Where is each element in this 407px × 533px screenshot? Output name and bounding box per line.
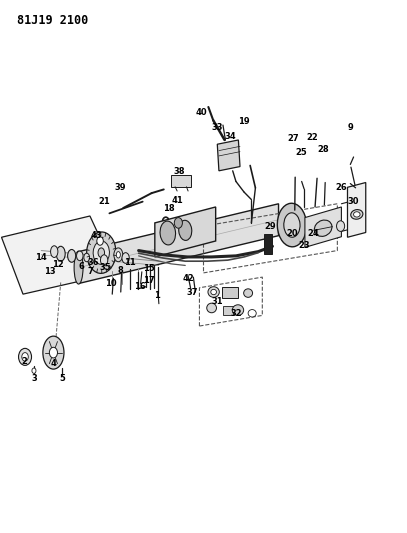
Ellipse shape (160, 221, 175, 245)
Text: 81J19 2100: 81J19 2100 (17, 14, 88, 27)
Ellipse shape (50, 246, 58, 257)
Text: 20: 20 (286, 229, 298, 238)
Text: 35: 35 (100, 263, 111, 272)
Text: 17: 17 (143, 276, 155, 285)
Ellipse shape (351, 209, 363, 219)
Text: 13: 13 (44, 268, 56, 276)
Text: 40: 40 (196, 108, 207, 117)
Text: 27: 27 (287, 134, 299, 143)
Text: 30: 30 (347, 197, 359, 206)
Circle shape (22, 353, 28, 361)
Text: 5: 5 (59, 374, 65, 383)
Ellipse shape (248, 310, 256, 317)
Text: 23: 23 (298, 241, 310, 250)
Ellipse shape (314, 220, 332, 237)
Ellipse shape (277, 203, 306, 247)
Text: 22: 22 (306, 133, 318, 142)
Circle shape (337, 221, 345, 231)
Text: 31: 31 (212, 297, 223, 306)
Text: 24: 24 (307, 229, 319, 238)
Text: 1: 1 (154, 290, 160, 300)
Ellipse shape (77, 251, 83, 261)
Text: 9: 9 (348, 123, 353, 132)
Text: 6: 6 (78, 262, 84, 271)
Circle shape (32, 368, 36, 373)
Text: 4: 4 (50, 359, 56, 368)
Text: 28: 28 (317, 145, 329, 154)
Ellipse shape (56, 246, 65, 261)
Text: 3: 3 (31, 374, 37, 383)
Polygon shape (348, 182, 366, 237)
Text: 33: 33 (212, 123, 223, 132)
Circle shape (19, 349, 31, 366)
Polygon shape (155, 207, 216, 257)
Ellipse shape (43, 336, 64, 369)
Ellipse shape (74, 251, 83, 284)
Text: 42: 42 (182, 273, 194, 282)
Ellipse shape (208, 287, 219, 297)
Ellipse shape (122, 253, 129, 263)
Ellipse shape (211, 289, 217, 295)
Text: 37: 37 (186, 287, 198, 296)
Text: 29: 29 (265, 222, 276, 231)
Text: 19: 19 (238, 117, 250, 126)
Polygon shape (305, 207, 341, 247)
Text: 15: 15 (143, 264, 155, 273)
Text: 38: 38 (173, 167, 185, 176)
Text: 36: 36 (88, 258, 99, 266)
Ellipse shape (179, 220, 192, 240)
Circle shape (174, 217, 182, 228)
Polygon shape (79, 204, 278, 284)
Text: 34: 34 (224, 132, 236, 141)
Bar (263, 233, 272, 254)
Text: 16: 16 (133, 282, 145, 291)
Text: 10: 10 (105, 279, 117, 288)
Ellipse shape (232, 305, 244, 316)
Ellipse shape (98, 248, 105, 257)
Text: 14: 14 (35, 254, 46, 262)
Text: 32: 32 (230, 309, 242, 318)
Text: 21: 21 (98, 197, 110, 206)
Ellipse shape (114, 248, 123, 262)
Text: 8: 8 (118, 266, 123, 275)
Polygon shape (2, 216, 116, 294)
Ellipse shape (101, 255, 108, 265)
Circle shape (49, 348, 57, 358)
Bar (223, 306, 233, 316)
Ellipse shape (116, 252, 120, 258)
Text: 2: 2 (21, 357, 27, 366)
Ellipse shape (207, 303, 217, 313)
Ellipse shape (244, 289, 253, 297)
Text: 11: 11 (124, 258, 136, 266)
Text: 39: 39 (115, 183, 126, 192)
Text: 25: 25 (296, 148, 308, 157)
Ellipse shape (68, 249, 76, 262)
Ellipse shape (284, 213, 300, 237)
Ellipse shape (93, 241, 109, 264)
Circle shape (97, 237, 103, 245)
Polygon shape (217, 140, 240, 171)
Ellipse shape (87, 232, 116, 273)
Text: 43: 43 (90, 231, 102, 240)
Bar (171, 175, 190, 187)
Text: 7: 7 (88, 268, 94, 276)
Bar (222, 287, 238, 298)
Text: 41: 41 (171, 196, 183, 205)
Ellipse shape (84, 253, 90, 262)
Text: 26: 26 (335, 183, 347, 192)
Ellipse shape (354, 212, 360, 217)
Text: 18: 18 (163, 204, 175, 213)
Text: 12: 12 (53, 260, 64, 269)
